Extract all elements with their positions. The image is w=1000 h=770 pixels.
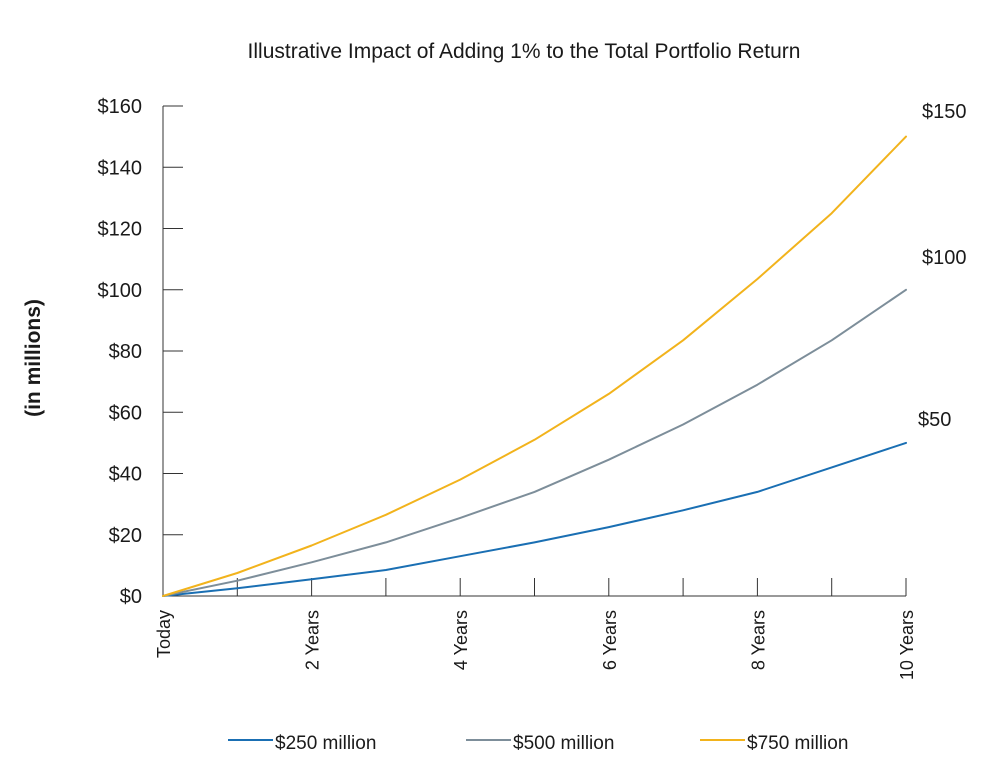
- y-axis-ticks: $0 $20 $40 $60 $80 $100 $120 $140 $160: [98, 96, 183, 608]
- series-line: [162, 441, 907, 597]
- y-tick-label: $60: [109, 402, 142, 424]
- y-tick-label: $100: [98, 280, 143, 302]
- y-tick-label: $40: [109, 464, 142, 486]
- legend-label: $500 million: [513, 733, 614, 754]
- y-tick-label: $20: [109, 525, 142, 547]
- series-end-label: $150: [922, 101, 967, 123]
- series-end-label: $50: [918, 409, 951, 431]
- x-tick-label: 4 Years: [451, 610, 471, 670]
- series-lines: [162, 135, 907, 597]
- x-axis-ticks: Today 2 Years 4 Years 6 Years 8 Years 10 Year…: [154, 578, 917, 680]
- x-tick-label: 8 Years: [748, 610, 768, 670]
- y-tick-label: $0: [120, 586, 142, 608]
- y-tick-label: $140: [98, 157, 143, 179]
- legend: $250 million $500 million $750 million: [228, 733, 848, 754]
- axes: [162, 106, 906, 597]
- legend-label: $750 million: [747, 733, 848, 754]
- series-end-label: $100: [922, 247, 967, 269]
- legend-item: $750 million: [700, 733, 848, 754]
- legend-label: $250 million: [275, 733, 376, 754]
- x-tick-label: Today: [154, 610, 174, 658]
- x-tick-label: 2 Years: [303, 610, 323, 670]
- y-tick-label: $120: [98, 219, 143, 241]
- series-end-labels: $50 $100 $150: [918, 101, 967, 431]
- x-tick-label: 10 Years: [897, 610, 917, 680]
- legend-item: $500 million: [466, 733, 614, 754]
- y-tick-label: $80: [109, 341, 142, 363]
- series-line: [162, 288, 907, 597]
- legend-item: $250 million: [228, 733, 376, 754]
- y-tick-label: $160: [98, 96, 143, 118]
- x-tick-label: 6 Years: [600, 610, 620, 670]
- chart-title: Illustrative Impact of Adding 1% to the …: [248, 40, 801, 63]
- y-axis-label: (in millions): [22, 299, 45, 417]
- series-line: [162, 135, 907, 597]
